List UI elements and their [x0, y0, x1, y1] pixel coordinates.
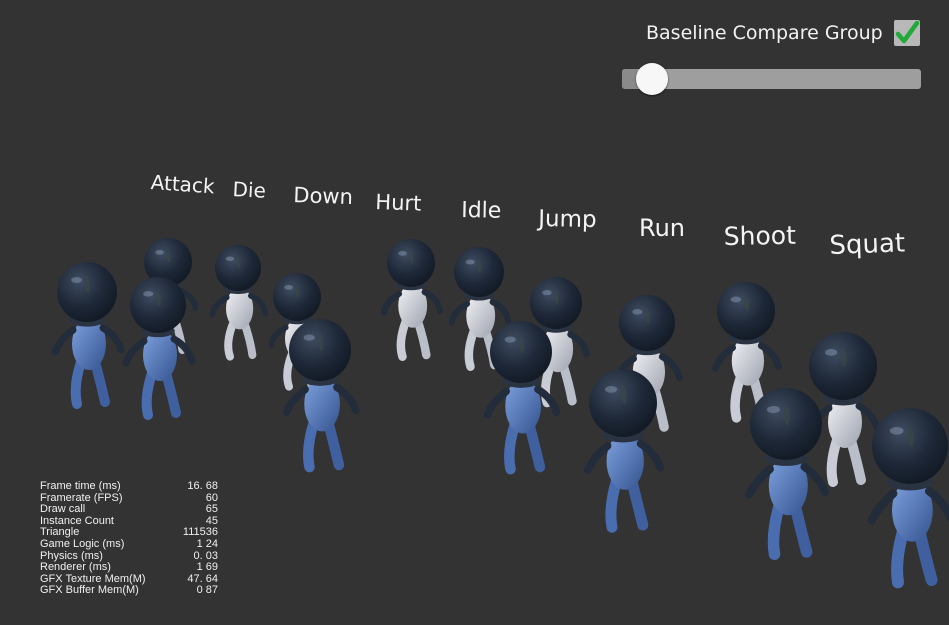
stat-name: Instance Count	[40, 514, 114, 527]
astronaut-blue	[867, 408, 949, 589]
stat-value: 1 24	[196, 537, 218, 550]
compare-slider-track[interactable]	[622, 69, 921, 89]
anim-label-idle: Idle	[461, 198, 502, 224]
astronaut-white	[380, 239, 443, 361]
stat-row: Renderer (ms) 1 69	[40, 562, 220, 574]
stat-row: Triangle 111536	[40, 527, 220, 539]
stat-row: Framerate (FPS) 60	[40, 491, 220, 505]
stat-row: Physics (ms) 0. 03	[40, 549, 220, 563]
anim-label-shoot: Shoot	[723, 220, 797, 251]
astronaut-white	[807, 332, 881, 487]
stat-value: 60	[205, 491, 218, 504]
stat-name: GFX Texture Mem(M)	[40, 572, 146, 585]
anim-label-squat: Squat	[828, 228, 906, 261]
stat-name: Framerate (FPS)	[40, 491, 123, 504]
stat-name: Physics (ms)	[40, 549, 103, 562]
anim-label-jump: Jump	[538, 206, 597, 234]
compare-slider-fill	[622, 69, 637, 89]
anim-label-die: Die	[232, 177, 267, 203]
astronaut-blue	[583, 369, 665, 533]
stat-row: Draw call 65	[40, 504, 220, 516]
stat-name: Game Logic (ms)	[40, 537, 125, 550]
stat-name: Draw call	[40, 503, 86, 516]
performance-stats-panel: Frame time (ms) 16. 68 Framerate (FPS) 60 Dr…	[40, 480, 220, 597]
stat-name: GFX Buffer Mem(M)	[40, 584, 139, 597]
anim-label-run: Run	[639, 214, 686, 242]
anim-label-hurt: Hurt	[375, 190, 422, 216]
compare-slider-handle[interactable]	[636, 63, 668, 95]
baseline-compare-label: Baseline Compare Group	[646, 22, 883, 44]
stat-value: 47. 64	[187, 572, 218, 585]
astronaut-white	[448, 247, 511, 371]
stat-name: Triangle	[40, 526, 80, 539]
stat-value: 65	[205, 503, 218, 516]
astronaut-blue	[122, 277, 196, 420]
stat-row: GFX Texture Mem(M) 47. 64	[40, 572, 220, 586]
stat-row: Frame time (ms) 16. 68	[40, 480, 220, 493]
baseline-compare-checkbox[interactable]	[894, 20, 920, 46]
stat-row: Game Logic (ms) 1 24	[40, 537, 220, 551]
astronaut-characters	[51, 238, 949, 589]
astronaut-white	[209, 245, 268, 361]
stat-value: 16. 68	[187, 480, 218, 492]
astronaut-blue	[282, 319, 360, 473]
anim-label-attack: Attack	[150, 170, 216, 199]
astronaut-blue	[51, 262, 125, 409]
astronaut-blue	[745, 388, 830, 561]
stat-name: Renderer (ms)	[40, 561, 111, 574]
astronaut-blue	[483, 321, 561, 475]
checkmark-icon	[895, 20, 920, 44]
stat-value: 45	[205, 514, 218, 527]
stat-row: Instance Count 45	[40, 514, 220, 528]
stat-name: Frame time (ms)	[40, 480, 121, 492]
stat-value: 1 69	[196, 561, 218, 574]
stat-value: 111536	[182, 526, 218, 539]
stat-value: 0 87	[196, 584, 218, 597]
stat-value: 0. 03	[193, 549, 218, 562]
stat-row: GFX Buffer Mem(M) 0 87	[40, 585, 220, 597]
anim-label-down: Down	[293, 183, 354, 210]
